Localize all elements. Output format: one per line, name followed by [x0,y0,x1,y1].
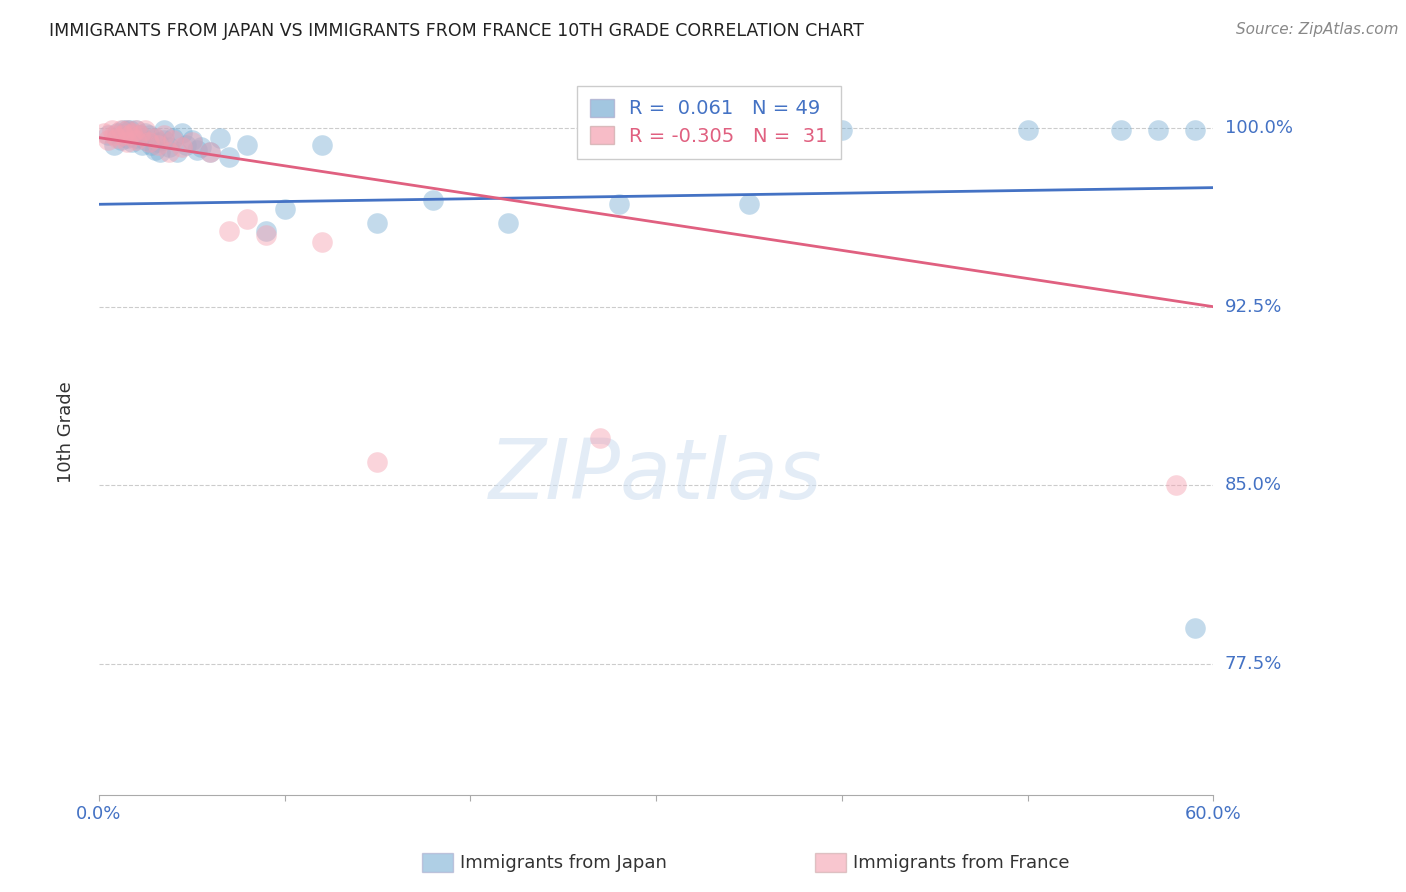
Point [1146,123,1168,137]
Legend: R =  0.061   N = 49, R = -0.305   N =  31: R = 0.061 N = 49, R = -0.305 N = 31 [576,86,841,160]
Point [1184,123,1206,137]
Point [200,145,222,159]
Point [172,126,194,140]
Point [1017,123,1039,137]
Point [236,137,259,152]
Point [139,137,162,152]
Text: Source: ZipAtlas.com: Source: ZipAtlas.com [1236,22,1399,37]
Point [162,130,184,145]
Point [125,123,148,137]
Text: 77.5%: 77.5% [1225,655,1282,673]
Text: Immigrants from Japan: Immigrants from Japan [460,854,666,871]
Point [120,128,142,143]
Point [103,128,125,143]
Point [143,143,166,157]
Point [148,136,170,150]
Point [125,133,148,147]
Point [115,123,138,137]
Point [738,197,761,211]
Point [186,143,208,157]
Point [153,128,176,143]
Point [111,123,134,137]
Point [157,140,180,154]
Point [180,133,202,147]
Point [115,123,138,137]
Point [311,235,333,250]
Text: 92.5%: 92.5% [1225,298,1282,316]
Point [110,133,132,147]
Point [236,211,259,226]
Point [162,133,184,147]
Point [105,130,128,145]
Point [1184,621,1206,635]
Point [311,137,333,152]
Point [218,223,240,237]
Point [153,123,176,137]
Text: Immigrants from France: Immigrants from France [853,854,1070,871]
Point [105,126,128,140]
Point [166,145,188,159]
Point [218,150,240,164]
Point [273,202,295,216]
Point [111,128,134,143]
Point [143,130,166,145]
Point [97,128,120,143]
Point [254,223,277,237]
Point [200,145,222,159]
Point [174,137,197,152]
Point [125,130,148,145]
Point [148,137,170,152]
Point [153,133,176,147]
Point [97,133,120,147]
Point [190,140,212,154]
Point [134,126,156,140]
Point [121,136,143,150]
Point [172,140,194,154]
Text: 100.0%: 100.0% [1225,119,1292,137]
Point [589,431,612,445]
Point [157,145,180,159]
Point [149,145,172,159]
Point [103,137,125,152]
Point [1166,478,1188,492]
Point [101,123,124,137]
Point [115,136,138,150]
Point [115,130,138,145]
Point [138,136,160,150]
Point [496,216,519,230]
Point [254,228,277,243]
Y-axis label: 10th Grade: 10th Grade [58,381,75,483]
Text: 85.0%: 85.0% [1225,476,1282,494]
Point [831,123,853,137]
Point [366,454,388,468]
Point [607,197,630,211]
Point [366,216,388,230]
Point [131,137,153,152]
Point [121,126,143,140]
Point [422,193,444,207]
Point [138,128,160,143]
Point [143,130,166,145]
Point [128,128,150,143]
Point [120,123,142,137]
Text: IMMIGRANTS FROM JAPAN VS IMMIGRANTS FROM FRANCE 10TH GRADE CORRELATION CHART: IMMIGRANTS FROM JAPAN VS IMMIGRANTS FROM… [49,22,865,40]
Point [93,126,115,140]
Point [208,130,231,145]
Point [134,133,156,147]
Point [180,136,202,150]
Text: ZIPatlas: ZIPatlas [489,435,823,516]
Point [110,123,132,137]
Point [1109,123,1132,137]
Point [128,128,150,143]
Point [134,123,156,137]
Point [125,123,148,137]
